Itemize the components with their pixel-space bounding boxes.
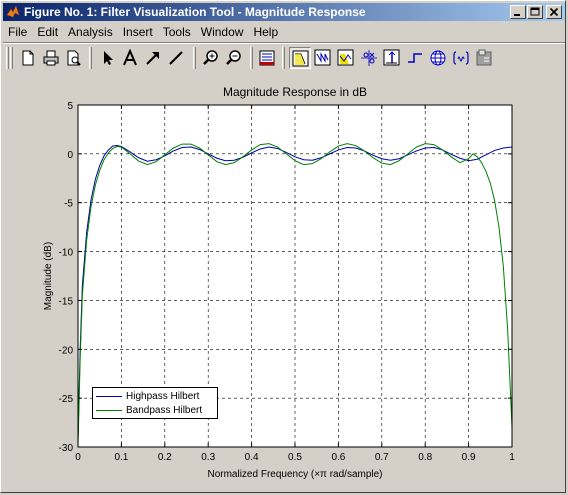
x-tick-label: 0.3 [201, 452, 215, 463]
y-tick-label: -15 [59, 296, 74, 307]
x-tick-label: 0 [75, 452, 81, 463]
legend-swatch-bandpass [96, 409, 122, 411]
print-preview-icon [67, 50, 81, 66]
matlab-logo-icon [6, 5, 20, 18]
filter-specs-button[interactable] [256, 47, 278, 69]
toolbar-separator [250, 47, 253, 69]
filter-info-icon [476, 49, 492, 66]
filter-coefficients-button[interactable] [450, 47, 472, 69]
legend-entry-bandpass: Bandpass Hilbert [96, 403, 202, 417]
x-tick-label: 0.5 [288, 452, 302, 463]
ticks-layer: 0 0.1 0.2 0.3 0.4 0.5 0.6 0.7 0.8 0.9 1 5 0 -5 -10 -15 -… [59, 101, 516, 463]
toolbar [3, 45, 565, 71]
legend[interactable]: Highpass Hilbert Bandpass Hilbert [92, 387, 218, 419]
line-icon [169, 51, 183, 65]
y-tick-label: -10 [59, 248, 74, 259]
menu-window[interactable]: Window [200, 24, 244, 39]
toolbar-grip[interactable] [10, 47, 13, 69]
close-icon [549, 7, 559, 17]
step-response-button[interactable] [404, 47, 426, 69]
x-tick-label: 0.6 [331, 452, 345, 463]
y-tick-label: -25 [59, 394, 74, 405]
magnitude-phase-icon [337, 49, 354, 66]
legend-label-bandpass: Bandpass Hilbert [126, 404, 203, 416]
print-icon [43, 50, 59, 66]
window-title: Figure No. 1: Filter Visualization Tool … [24, 5, 366, 19]
y-axis-label: Magnitude (dB) [43, 242, 54, 310]
insert-arrow-button[interactable] [142, 47, 164, 69]
minimize-button[interactable] [510, 5, 526, 19]
filter-info-button[interactable] [473, 47, 495, 69]
series-layer [77, 143, 513, 448]
minimize-icon [514, 14, 520, 16]
title-bar[interactable]: Figure No. 1: Filter Visualization Tool … [3, 3, 565, 21]
menu-bar: File Edit Analysis Insert Tools Window H… [3, 22, 565, 41]
group-delay-icon [430, 50, 446, 66]
maximize-button[interactable] [527, 5, 543, 19]
legend-label-highpass: Highpass Hilbert [126, 390, 200, 402]
y-tick-label: -20 [59, 345, 74, 356]
filter-coefficients-icon [453, 51, 469, 65]
print-preview-button[interactable] [63, 47, 85, 69]
menu-analysis[interactable]: Analysis [68, 24, 113, 39]
toolbar-separator [193, 47, 196, 69]
text-icon [123, 49, 137, 66]
toolbar-separator [89, 47, 92, 69]
step-response-icon [408, 53, 422, 63]
zoom-in-button[interactable] [200, 47, 222, 69]
zoom-out-icon [226, 50, 241, 65]
insert-text-button[interactable] [119, 47, 141, 69]
print-button[interactable] [40, 47, 62, 69]
x-tick-label: 0.7 [375, 452, 389, 463]
y-tick-label: 5 [67, 101, 73, 112]
x-tick-label: 0.2 [158, 452, 172, 463]
impulse-response-button[interactable] [381, 47, 403, 69]
menu-help[interactable]: Help [253, 24, 279, 39]
chart-title: Magnitude Response in dB [223, 85, 367, 99]
menu-edit[interactable]: Edit [37, 24, 59, 39]
insert-line-button[interactable] [165, 47, 187, 69]
y-tick-label: -30 [59, 443, 74, 454]
menu-tools[interactable]: Tools [162, 24, 191, 39]
legend-entry-highpass: Highpass Hilbert [96, 389, 199, 403]
close-button[interactable] [546, 5, 562, 19]
maximize-icon [530, 7, 540, 16]
legend-swatch-highpass [96, 395, 122, 397]
x-tick-label: 0.4 [245, 452, 259, 463]
select-arrow-icon [104, 51, 113, 65]
x-tick-label: 0.1 [114, 452, 128, 463]
series-line-bandpass-hilbert[interactable] [77, 143, 513, 448]
menu-separator [3, 42, 565, 44]
magnitude-response-button[interactable] [289, 47, 311, 69]
zoom-out-button[interactable] [223, 47, 245, 69]
phase-response-button[interactable] [312, 47, 334, 69]
new-figure-button[interactable] [17, 47, 39, 69]
y-tick-label: -5 [64, 199, 73, 210]
series-line-highpass-hilbert[interactable] [77, 145, 513, 438]
zoom-in-icon [203, 50, 218, 65]
x-tick-label: 0.8 [418, 452, 432, 463]
x-axis-label: Normalized Frequency (×π rad/sample) [207, 469, 382, 480]
magnitude-phase-button[interactable] [335, 47, 357, 69]
new-figure-icon [22, 50, 34, 66]
y-tick-label: 0 [67, 150, 73, 161]
menu-file[interactable]: File [8, 24, 28, 39]
pole-zero-icon [361, 50, 377, 66]
arrow-icon [146, 52, 159, 65]
x-tick-label: 1 [509, 452, 515, 463]
phase-response-icon [314, 49, 331, 66]
toolbar-grip[interactable] [6, 47, 9, 69]
pole-zero-button[interactable] [358, 47, 380, 69]
x-tick-label: 0.9 [462, 452, 476, 463]
toolbar-separator [282, 47, 285, 69]
select-button[interactable] [96, 47, 118, 69]
filter-specs-icon [259, 50, 275, 66]
group-delay-button[interactable] [427, 47, 449, 69]
magnitude-response-icon [292, 50, 309, 67]
impulse-response-icon [383, 49, 400, 66]
menu-insert[interactable]: Insert [122, 24, 153, 39]
